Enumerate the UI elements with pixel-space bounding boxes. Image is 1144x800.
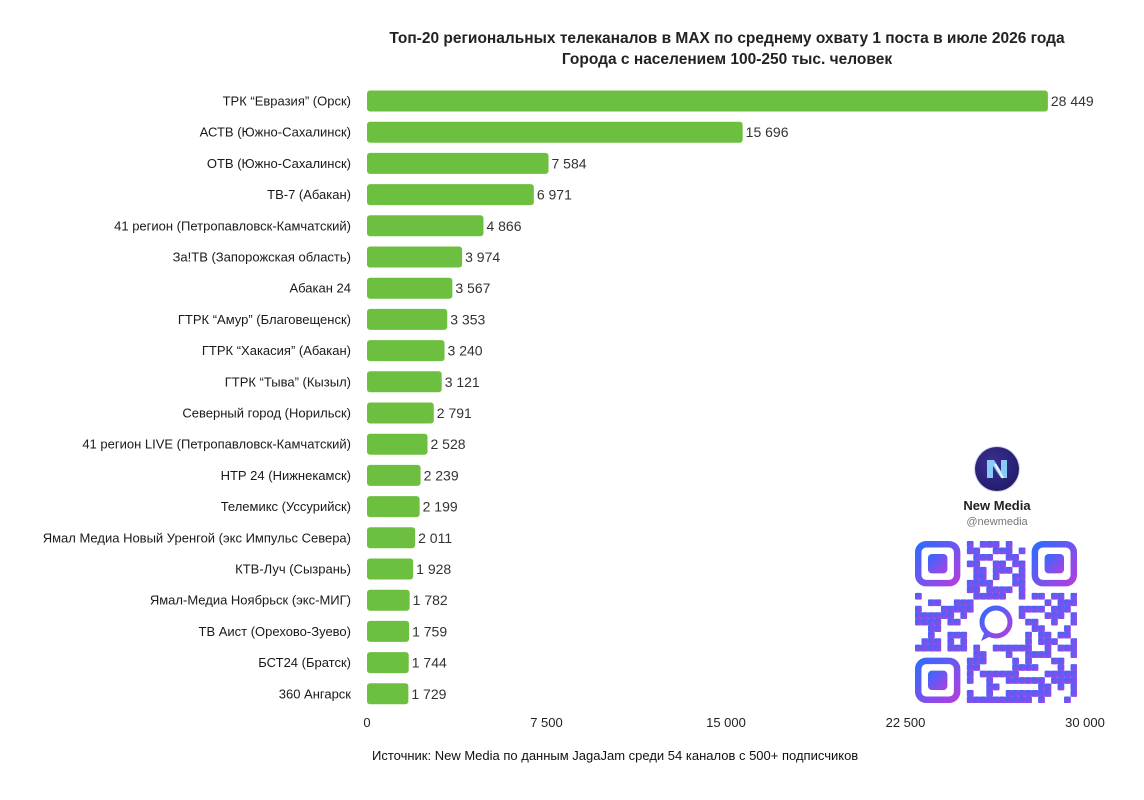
brand-handle: @newmedia (966, 516, 1028, 528)
category-label: 41 регион LIVE (Петропавловск-Камчатский… (82, 437, 351, 452)
value-label: 1 782 (413, 592, 448, 608)
category-label: ТВ-7 (Абакан) (267, 187, 351, 202)
value-label: 2 791 (437, 405, 472, 421)
value-label: 3 567 (455, 280, 490, 296)
bar (367, 433, 428, 455)
bar (367, 90, 1048, 112)
bar (367, 527, 416, 549)
x-tick-label: 15 000 (706, 715, 746, 730)
category-label: АСТВ (Южно-Сахалинск) (200, 125, 351, 140)
value-label: 1 928 (416, 561, 451, 577)
value-label: 3 121 (445, 374, 480, 390)
category-label: 360 Ангарск (279, 686, 352, 701)
category-label: Северный город (Норильск) (182, 406, 351, 421)
bar (367, 246, 463, 268)
value-label: 4 866 (486, 218, 521, 234)
value-label: 15 696 (746, 124, 789, 140)
category-label: ГТРК “Тыва” (Кызыл) (225, 374, 351, 389)
brand-block: New Media @newmedia (900, 445, 1090, 715)
category-label: БСТ24 (Братск) (258, 655, 351, 670)
bar (367, 464, 421, 486)
qr-code-icon[interactable] (915, 541, 1077, 703)
category-label: ГТРК “Амур” (Благовещенск) (178, 312, 351, 327)
bar (367, 215, 484, 237)
bar (367, 277, 453, 299)
bar (367, 683, 409, 705)
bar (367, 496, 420, 518)
value-label: 3 353 (450, 311, 485, 327)
source-note: Источник: New Media по данным JagaJam ср… (372, 748, 859, 763)
chart-title: Топ-20 региональных телеканалов в MAX по… (0, 28, 1144, 70)
value-label: 2 011 (418, 530, 452, 546)
value-label: 1 744 (412, 655, 447, 671)
bar (367, 402, 434, 424)
bar (367, 184, 534, 206)
chart-subtitle: Города с населением 100-250 тыс. человек (561, 51, 893, 68)
bar (367, 620, 410, 642)
new-media-logo-icon (975, 447, 1019, 491)
brand-name: New Media (963, 498, 1031, 513)
new-media-logo-mark (987, 460, 1007, 479)
category-label: Абакан 24 (289, 281, 351, 296)
value-label: 3 240 (448, 343, 483, 359)
value-label: 2 528 (431, 436, 466, 452)
value-label: 1 759 (412, 623, 447, 639)
bar (367, 652, 409, 674)
bar (367, 589, 410, 611)
x-tick-label: 0 (363, 715, 370, 730)
value-label: 2 199 (423, 499, 458, 515)
x-tick-label: 7 500 (530, 715, 563, 730)
category-label: НТР 24 (Нижнекамск) (221, 468, 351, 483)
category-label: ТВ Аист (Орехово-Зуево) (199, 624, 352, 639)
category-label: 41 регион (Петропавловск-Камчатский) (114, 218, 351, 233)
category-label: ОТВ (Южно-Сахалинск) (207, 156, 351, 171)
bar (367, 340, 445, 362)
bar (367, 371, 442, 393)
value-label: 28 449 (1051, 93, 1094, 109)
category-label: КТВ-Луч (Сызрань) (235, 562, 351, 577)
value-label: 6 971 (537, 187, 572, 203)
value-label: 1 729 (411, 686, 446, 702)
category-label: Ямал-Медиа Ноябрьск (экс-МИГ) (150, 593, 351, 608)
category-label: ГТРК “Хакасия” (Абакан) (202, 343, 351, 358)
category-label: За!ТВ (Запорожская область) (173, 250, 351, 265)
category-label: Телемикс (Уссурийск) (221, 499, 351, 514)
bar (367, 558, 414, 580)
x-tick-label: 30 000 (1065, 715, 1105, 730)
value-label: 3 974 (465, 249, 500, 265)
bar (367, 121, 743, 143)
chart-title-line-1: Топ-20 региональных телеканалов в MAX по… (389, 30, 1065, 47)
x-tick-label: 22 500 (886, 715, 926, 730)
value-label: 7 584 (552, 155, 587, 171)
bar (367, 152, 549, 174)
category-label: ТРК “Евразия” (Орск) (223, 94, 351, 109)
bar (367, 308, 448, 330)
value-label: 2 239 (424, 467, 459, 483)
category-label: Ямал Медиа Новый Уренгой (экс Импульс Се… (43, 530, 351, 545)
